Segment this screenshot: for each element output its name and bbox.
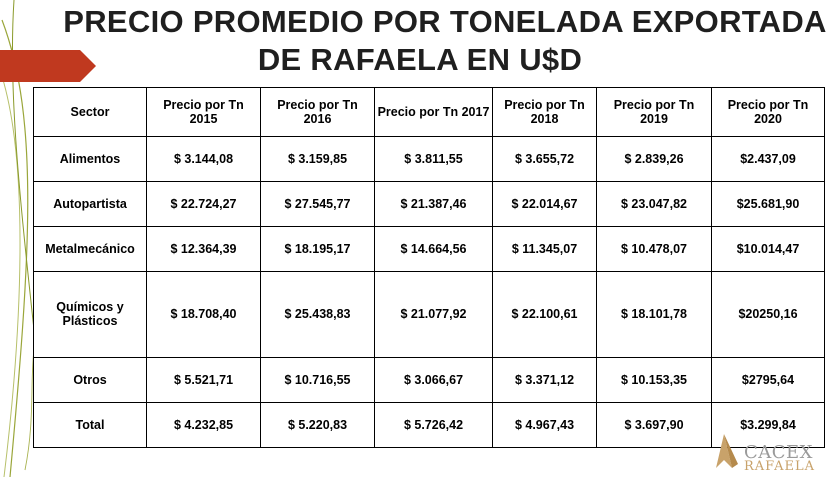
row-sector: Autopartista	[33, 180, 147, 227]
table-cell: $3.299,84	[711, 402, 825, 448]
logo-line-2: RAFAELA	[744, 459, 815, 474]
table-cell: $ 3.159,85	[260, 136, 375, 182]
table-cell: $ 4.232,85	[146, 402, 261, 448]
table-row: Autopartista $ 22.724,27 $ 27.545,77 $ 2…	[33, 180, 825, 227]
table-cell: $ 5.220,83	[260, 402, 375, 448]
table-cell: $ 10.478,07	[596, 225, 712, 272]
red-arrow-banner	[0, 50, 96, 82]
table-row: Químicos y Plásticos $ 18.708,40 $ 25.43…	[33, 270, 825, 359]
table-cell: $ 10.153,35	[596, 357, 712, 404]
table-cell: $ 3.371,12	[492, 357, 597, 404]
table-cell: $20250,16	[711, 270, 825, 359]
row-sector: Otros	[33, 357, 147, 404]
table-header-row: Sector Precio por Tn 2015 Precio por Tn …	[33, 87, 825, 137]
table-cell: $ 21.387,46	[374, 180, 493, 227]
table-cell: $25.681,90	[711, 180, 825, 227]
table-cell: $ 3.144,08	[146, 136, 261, 182]
table-cell: $ 12.364,39	[146, 225, 261, 272]
table-cell: $ 23.047,82	[596, 180, 712, 227]
table-cell: $ 11.345,07	[492, 225, 597, 272]
table-cell: $ 3.066,67	[374, 357, 493, 404]
table-cell: $ 18.708,40	[146, 270, 261, 359]
header-2019: Precio por Tn 2019	[596, 87, 712, 137]
table-cell: $ 27.545,77	[260, 180, 375, 227]
slide-title: PRECIO PROMEDIO POR TONELADA EXPORTADA D…	[60, 0, 830, 82]
table-cell: $ 25.438,83	[260, 270, 375, 359]
table-cell: $ 22.724,27	[146, 180, 261, 227]
table-cell: $ 22.100,61	[492, 270, 597, 359]
vine-line	[11, 0, 35, 331]
table-cell: $ 10.716,55	[260, 357, 375, 404]
header-2017: Precio por Tn 2017	[374, 87, 493, 137]
table-cell: $ 18.195,17	[260, 225, 375, 272]
table-cell: $ 5.726,42	[374, 402, 493, 448]
header-2015: Precio por Tn 2015	[146, 87, 261, 137]
cacex-arrow-logo-icon	[716, 434, 738, 468]
table-cell: $2795,64	[711, 357, 825, 404]
table-cell: $ 18.101,78	[596, 270, 712, 359]
row-sector: Alimentos	[33, 136, 147, 182]
table-cell: $10.014,47	[711, 225, 825, 272]
header-2016: Precio por Tn 2016	[260, 87, 375, 137]
vine-line	[24, 349, 35, 471]
vine-line	[0, 69, 21, 477]
table-row: Metalmecánico $ 12.364,39 $ 18.195,17 $ …	[33, 225, 825, 272]
cacex-logo: CACEX RAFAELA	[744, 442, 815, 474]
price-table: Sector Precio por Tn 2015 Precio por Tn …	[33, 87, 825, 448]
logo-line-1: CACEX	[744, 442, 813, 463]
header-2020: Precio por Tn 2020	[711, 87, 825, 137]
table-cell: $ 21.077,92	[374, 270, 493, 359]
row-sector: Total	[33, 402, 147, 448]
table-cell: $ 4.967,43	[492, 402, 597, 448]
table-cell: $ 3.697,90	[596, 402, 712, 448]
table-cell: $ 3.811,55	[374, 136, 493, 182]
table-cell: $2.437,09	[711, 136, 825, 182]
row-sector: Químicos y Plásticos	[33, 270, 147, 359]
table-cell: $ 2.839,26	[596, 136, 712, 182]
table-cell: $ 14.664,56	[374, 225, 493, 272]
table-cell: $ 3.655,72	[492, 136, 597, 182]
header-2018: Precio por Tn 2018	[492, 87, 597, 137]
title-line-2: DE RAFAELA EN U$D	[257, 42, 583, 77]
header-sector: Sector	[33, 87, 147, 137]
table-row: Alimentos $ 3.144,08 $ 3.159,85 $ 3.811,…	[33, 136, 825, 182]
row-sector: Metalmecánico	[33, 225, 147, 272]
title-line-1: PRECIO PROMEDIO POR TONELADA EXPORTADA	[63, 4, 827, 39]
table-cell: $ 5.521,71	[146, 357, 261, 404]
table-row-total: Total $ 4.232,85 $ 5.220,83 $ 5.726,42 $…	[33, 402, 825, 448]
table-row: Otros $ 5.521,71 $ 10.716,55 $ 3.066,67 …	[33, 357, 825, 404]
table-cell: $ 22.014,67	[492, 180, 597, 227]
